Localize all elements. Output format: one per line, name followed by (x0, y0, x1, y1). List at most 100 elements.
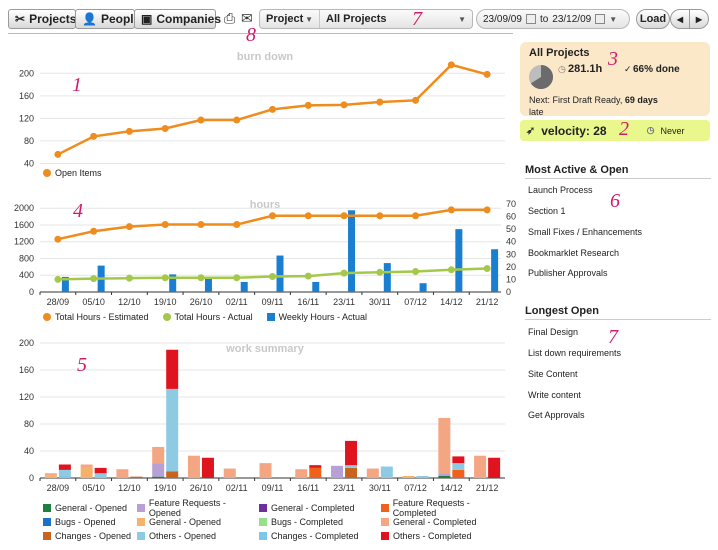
data-point (304, 212, 312, 220)
data-point (412, 267, 420, 275)
legend-item: General - Completed (259, 501, 381, 515)
most-active-item[interactable]: Launch Process (528, 185, 593, 195)
next-days: 69 days (624, 95, 658, 105)
data-point (161, 125, 169, 133)
chart-title: work summary (225, 343, 305, 355)
bar (455, 229, 463, 292)
load-button[interactable]: Load (636, 9, 670, 29)
legend-label: Feature Requests - Completed (392, 498, 470, 518)
bar-segment (295, 469, 308, 478)
legend-swatch (137, 532, 145, 540)
chart-title: burn down (237, 51, 293, 63)
x-tick-label: 28/09 (47, 297, 70, 307)
most-active-item[interactable]: Small Fixes / Enhancements (528, 227, 643, 237)
data-point (125, 127, 133, 135)
chevron-left-icon: ◀ (676, 14, 684, 24)
legend-item: Open Items (43, 166, 102, 180)
callout-number: 1 (72, 74, 82, 96)
y-tick-label: 200 (19, 68, 34, 78)
bar-segment (80, 464, 93, 468)
legend-item: Others - Completed (381, 529, 511, 543)
most-active-item[interactable]: Section 1 (528, 206, 566, 216)
bar (419, 283, 427, 292)
data-point (447, 266, 455, 274)
x-tick-label: 26/10 (190, 483, 213, 493)
bar (204, 276, 212, 292)
velocity-bar: ➶ velocity: 28 ◷ Never (520, 120, 710, 141)
project-type-select[interactable]: Project ▼ (260, 10, 320, 28)
bar-segment (345, 440, 358, 466)
data-point (304, 101, 312, 109)
previous-button[interactable]: ◀ (670, 9, 690, 29)
date-range: 23/09/09 to 23/12/09 ▼ (476, 9, 630, 29)
load-label: Load (639, 13, 667, 25)
date-from[interactable]: 23/09/09 (483, 13, 522, 25)
burn-down-legend: Open Items (43, 166, 102, 180)
date-to[interactable]: 23/12/09 (552, 13, 592, 25)
data-point (412, 212, 420, 220)
people-button[interactable]: 👤 People (75, 9, 140, 29)
calendar-icon[interactable] (525, 14, 536, 24)
x-tick-label: 02/11 (226, 297, 248, 307)
export-icon[interactable]: ✉ (241, 10, 253, 26)
projects-label: Projects (29, 12, 77, 26)
y-tick-label-right: 50 (506, 224, 516, 234)
legend-item: General - Completed (381, 515, 511, 529)
bar-segment (130, 476, 143, 478)
clock-icon: ◷ (558, 64, 566, 74)
bar-segment (345, 467, 358, 478)
project-value: All Projects (326, 13, 387, 25)
project-value-select[interactable]: All Projects ▼ (320, 10, 472, 28)
legend-swatch (162, 313, 171, 321)
data-point (483, 206, 491, 214)
project-selector[interactable]: Project ▼ All Projects ▼ (259, 9, 473, 29)
data-point (483, 265, 491, 273)
most-active-item[interactable]: Bookmarklet Research (528, 248, 620, 258)
legend-label: General - Completed (271, 503, 355, 513)
print-icon[interactable]: ⎙ (224, 10, 236, 26)
y-tick-label: 80 (24, 419, 34, 429)
bar-segment (380, 466, 393, 478)
x-tick-label: 21/12 (476, 483, 499, 493)
y-tick-label-right: 30 (506, 249, 516, 259)
data-point (90, 275, 98, 283)
bar (491, 249, 499, 292)
legend-label: Open Items (55, 168, 102, 178)
x-tick-label: 23/11 (333, 297, 355, 307)
bar-segment (438, 473, 451, 476)
done-percent: 66% done (633, 64, 680, 75)
longest-open-item[interactable]: List down requirements (528, 348, 622, 358)
bar-segment (452, 469, 465, 478)
data-point (483, 70, 491, 78)
legend-label: General - Completed (393, 517, 477, 527)
longest-open-item[interactable]: Get Approvals (528, 410, 585, 420)
callout-number: 2 (619, 118, 629, 140)
projects-button[interactable]: ✂ Projects (8, 9, 76, 29)
x-tick-label: 23/11 (333, 483, 355, 493)
legend-swatch (43, 504, 51, 512)
bar-segment (152, 463, 165, 477)
bar-segment (438, 417, 451, 474)
longest-open-item[interactable]: Write content (528, 390, 581, 400)
y-tick-label: 160 (19, 365, 34, 375)
longest-open-item[interactable]: Site Content (528, 369, 578, 379)
data-point (376, 212, 384, 220)
calendar-icon[interactable] (595, 14, 606, 24)
legend-swatch (259, 518, 267, 526)
legend-item: Feature Requests - Completed (381, 498, 511, 518)
next-button[interactable]: ▶ (689, 9, 709, 29)
callout-number: 7 (412, 8, 422, 30)
data-point (197, 274, 205, 282)
legend-swatch (43, 313, 51, 321)
legend-label: Changes - Completed (271, 531, 359, 541)
legend-swatch (381, 504, 389, 512)
chevron-down-icon[interactable]: ▼ (609, 14, 618, 24)
legend-item: General - Opened (43, 501, 137, 515)
callout-number: 4 (73, 200, 83, 222)
longest-open-item[interactable]: Final Design (528, 327, 579, 337)
bar-segment (166, 349, 179, 389)
check-icon: ✓ (624, 64, 632, 74)
work-summary-chart: work summary 0 40 80 120 160 200 28/09 05/10 12… (19, 338, 505, 493)
companies-button[interactable]: ▣ Companies (134, 9, 221, 29)
most-active-item[interactable]: Publisher Approvals (528, 268, 608, 278)
